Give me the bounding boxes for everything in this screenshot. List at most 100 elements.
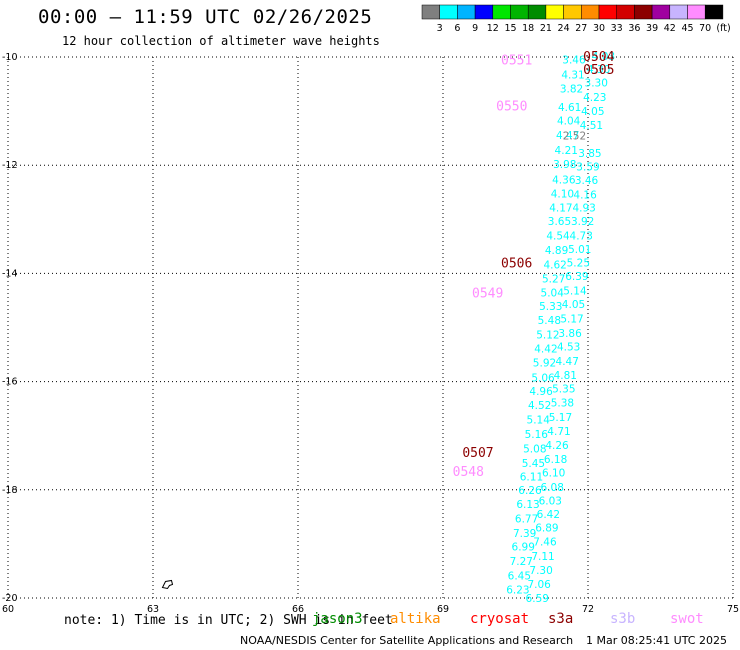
legend-item-cryosat: cryosat [470, 611, 530, 627]
color-bin [598, 4, 617, 20]
wave-height-value: 6.18 [544, 454, 567, 466]
wave-height-value: 4.10 [551, 188, 574, 200]
wave-height-value: 3.46 [562, 55, 586, 67]
wave-height-value: 4.21 [555, 145, 578, 157]
wave-height-value: 4.17 [549, 202, 572, 214]
wave-height-value: 5.27 [542, 273, 565, 285]
pass-label: 0506 [501, 257, 532, 272]
wave-height-value: 4.26 [545, 440, 569, 452]
colorbar-unit: (ft) [716, 23, 730, 34]
wave-height-value: 5.35 [552, 384, 575, 396]
legend-item-s3b: s3b [610, 611, 636, 627]
wave-height-value: 3.65 [548, 216, 571, 228]
colorbar-tick-label: 15 [504, 23, 516, 34]
wave-height-value: 4.89 [545, 245, 568, 257]
wave-height-value: 5.45 [522, 458, 545, 470]
wave-height-value: 3.82 [560, 83, 583, 95]
colorbar-tick-label: 36 [628, 23, 640, 34]
lon-tick-label: 72 [582, 604, 594, 615]
color-bin [563, 4, 582, 20]
color-bin [704, 4, 724, 20]
wave-height-value: 4.96 [529, 386, 553, 398]
wave-height-value: 6.39 [565, 271, 588, 283]
color-scale-bar: 3 6 9 12 15 18 21 24 27 30 33 36 39 42 45 70 (ft) [421, 4, 731, 34]
note-text: note: 1) Time is in UTC; 2) SWH is in fe… [64, 613, 393, 628]
wave-height-value: 4.54 [546, 231, 570, 243]
wave-height-value: 4.16 [573, 189, 597, 201]
wave-height-value: 5.06 [531, 372, 555, 384]
color-bin [457, 4, 476, 20]
color-bin [545, 4, 564, 20]
page-title: 00:00 – 11:59 UTC 02/26/2025 [38, 6, 373, 28]
color-bin [651, 4, 671, 20]
lon-tick-label: 66 [292, 604, 304, 615]
wave-height-value: 5.08 [523, 444, 546, 456]
colorbar-tick-label: 12 [487, 23, 499, 34]
pass-label: 0550 [496, 100, 527, 115]
color-bin [634, 4, 653, 20]
wave-height-value: 3.30 [585, 77, 608, 89]
color-bin [439, 4, 458, 20]
wave-height-value: 3.59 [576, 161, 599, 173]
wave-height-value: 5.17 [560, 313, 583, 325]
wave-height-value: 5.38 [551, 398, 574, 410]
satellite-legend: jason3 altika cryosat s3a s3b swot [0, 611, 740, 631]
wave-height-value: 4.36 [552, 174, 576, 186]
colorbar-tick-label: 3 [437, 23, 443, 34]
wave-height-value: 7.11 [531, 551, 554, 563]
wave-height-value: 6.89 [535, 523, 558, 535]
wave-height-value: 4.71 [547, 426, 570, 438]
color-bin [527, 4, 547, 20]
page-subtitle: 12 hour collection of altimeter wave hei… [62, 34, 380, 48]
wave-height-value: 7.27 [510, 556, 533, 568]
wave-height-value: 5.14 [527, 414, 551, 426]
color-bin [421, 4, 440, 20]
colorbar-tick-label: 21 [540, 23, 552, 34]
colorbar-tick-label: 18 [522, 23, 534, 34]
generated-timestamp: 1 Mar 08:25:41 UTC 2025 [586, 634, 727, 647]
colorbar-tick-label: 30 [593, 23, 605, 34]
wave-height-value: 4.93 [572, 202, 595, 214]
pass-label: 0507 [462, 446, 493, 461]
lon-tick-label: 75 [727, 604, 739, 615]
wave-height-value: 4.52 [528, 400, 551, 412]
pass-label: 0504 [583, 50, 614, 65]
wave-height-value: 3.98 [553, 159, 576, 171]
wave-height-value: 3.85 [578, 148, 601, 160]
color-bin [616, 4, 635, 20]
wave-height-value: 6.26 [518, 485, 542, 497]
colorbar-tick-label: 27 [575, 23, 587, 34]
lat-tick-label: -12 [2, 160, 18, 171]
wave-height-value: 4.62 [543, 260, 566, 272]
wave-height-value: 4.81 [554, 370, 577, 382]
color-bin [669, 4, 688, 20]
color-bin [687, 4, 706, 20]
lat-tick-label: -16 [2, 377, 18, 388]
color-bin [510, 4, 529, 20]
credit-text: NOAA/NESDIS Center for Satellite Applica… [240, 634, 574, 647]
lon-tick-label: 63 [147, 604, 159, 615]
wave-height-value: 4.61 [558, 102, 581, 114]
legend-item-swot: swot [670, 611, 704, 627]
legend-item-jason3: jason3 [312, 611, 363, 627]
pass-label: 0549 [472, 286, 503, 301]
wave-height-value: 7.39 [513, 528, 536, 540]
wave-height-value: 4.73 [570, 231, 593, 243]
wave-height-value: 4.53 [557, 341, 580, 353]
lat-tick-label: -18 [2, 485, 18, 496]
wave-height-value: 4.04 [557, 115, 581, 127]
wave-height-value: 5.33 [539, 301, 562, 313]
wave-height-value: 5.92 [533, 358, 556, 370]
wave-height-value: 4.47 [556, 356, 579, 368]
island-outline [161, 579, 174, 590]
wave-height-value: 4.47 [556, 130, 579, 142]
lat-tick-label: -10 [2, 52, 18, 63]
wave-height-value: 5.01 [568, 244, 591, 256]
colorbar-tick-label: 6 [454, 23, 460, 34]
wave-height-value: 5.14 [563, 286, 587, 298]
wave-height-value: 6.11 [520, 471, 543, 483]
wave-height-value: 4.42 [534, 344, 557, 356]
lon-tick-label: 69 [437, 604, 449, 615]
lat-tick-label: -20 [2, 593, 18, 604]
